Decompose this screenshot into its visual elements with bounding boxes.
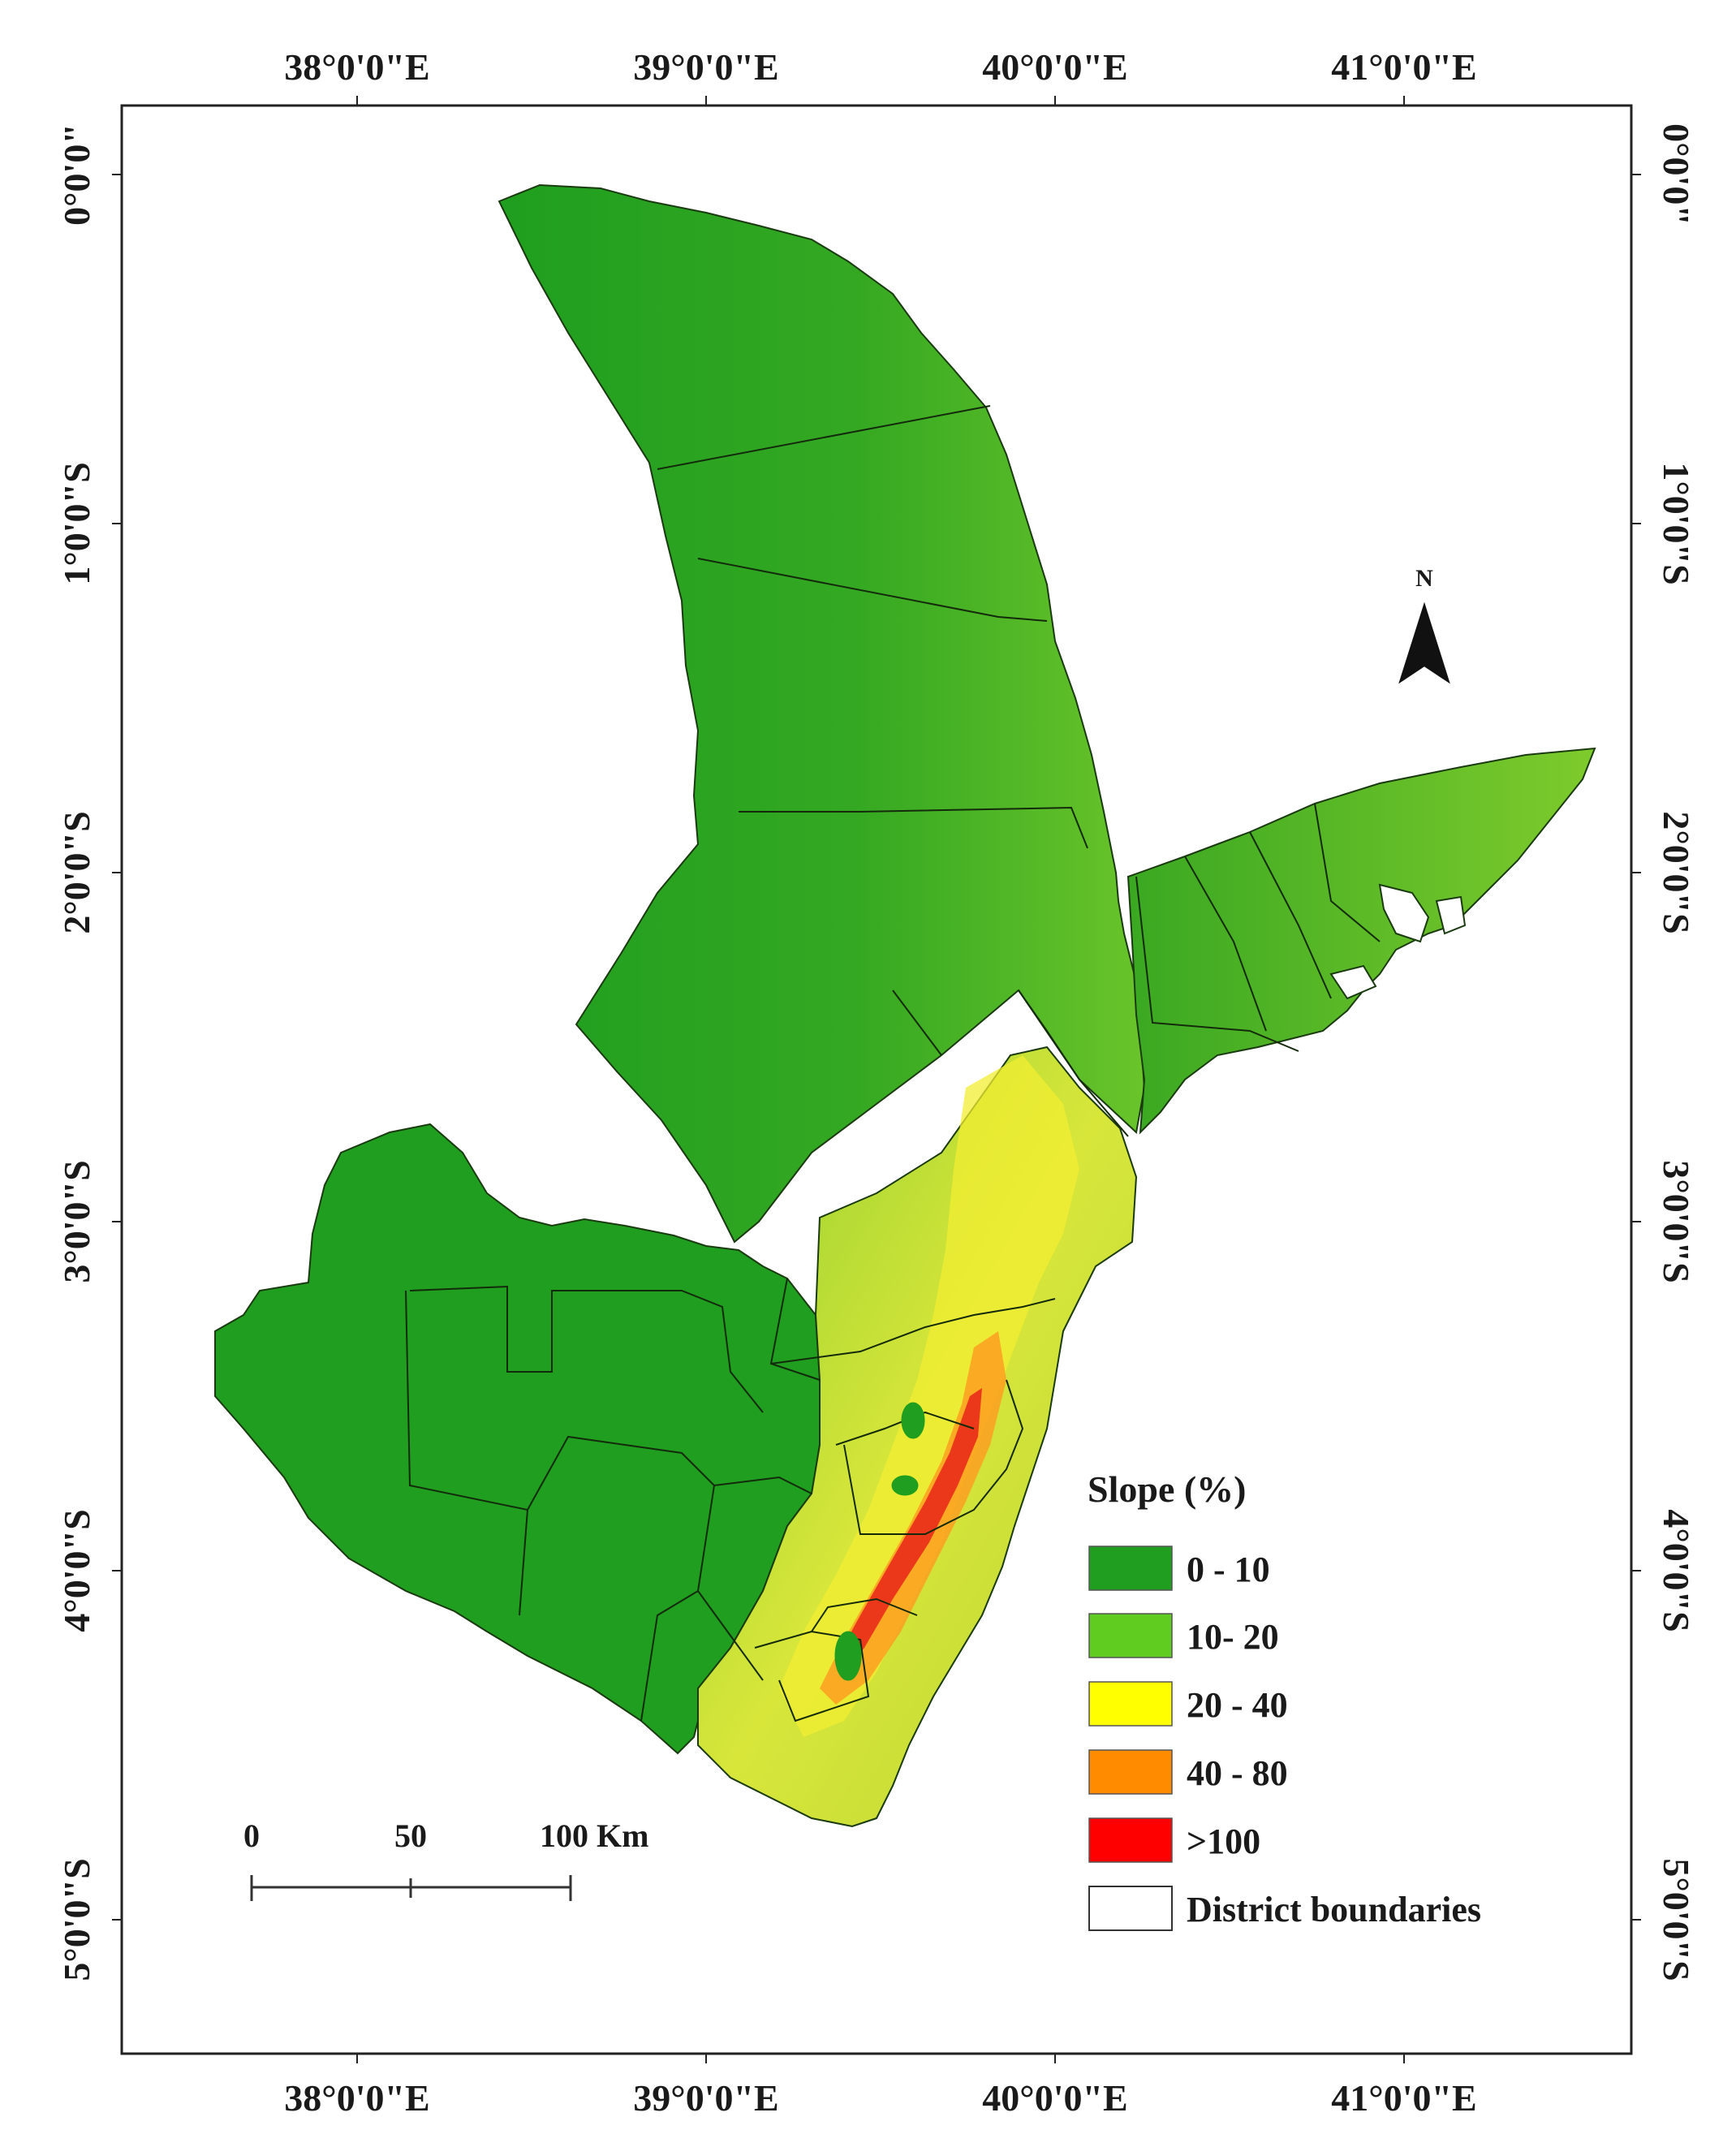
legend-label-4: >100 [1187, 1822, 1260, 1861]
slope-zone-yellow [779, 1055, 1079, 1737]
lat-label-left-2: 2°0'0"S [56, 811, 97, 933]
region-northeast [1126, 747, 1596, 1135]
legend-swatch-4 [1088, 1817, 1173, 1863]
lon-label-top-41: 41°0'0"E [1331, 46, 1476, 88]
legend-label-3: 40 - 80 [1187, 1753, 1288, 1793]
north-arrow-label: N [1415, 565, 1433, 592]
legend-swatch-3 [1088, 1749, 1173, 1795]
lon-label-bottom-38: 38°0'0"E [284, 2077, 429, 2119]
region-north-arc [498, 183, 1146, 1244]
scale-tick-label-0: 0 [243, 1817, 260, 1854]
legend-swatch-1 [1088, 1613, 1173, 1658]
longitude-ticks [356, 96, 1405, 2063]
lat-label-left-4: 4°0'0"S [56, 1509, 97, 1632]
legend-label-5: District boundaries [1187, 1890, 1481, 1929]
north-arrow: N [1398, 565, 1450, 684]
lon-label-top-39: 39°0'0"E [633, 46, 778, 88]
legend-swatch-2 [1088, 1681, 1173, 1727]
scale-tick-label-100: 100 Km [540, 1817, 648, 1854]
district-boundaries [405, 405, 1381, 1722]
legend: Slope (%) 0 - 10 10- 20 20 - 40 40 - 80 … [1088, 1468, 1481, 1931]
legend-swatch-5 [1088, 1886, 1173, 1931]
lon-label-top-38: 38°0'0"E [284, 46, 429, 88]
lat-label-right-5: 5°0'0"S [1656, 1858, 1697, 1981]
legend-swatch-0 [1088, 1546, 1173, 1591]
lat-label-left-0: 0°0'0" [56, 123, 97, 226]
scale-bar: 0 50 100 Km [243, 1817, 648, 1901]
legend-title: Slope (%) [1088, 1468, 1247, 1510]
scale-tick-label-50: 50 [394, 1817, 427, 1854]
lon-label-bottom-40: 40°0'0"E [982, 2077, 1127, 2119]
lat-label-right-0: 0°0'0" [1656, 123, 1697, 226]
lat-label-left-3: 3°0'0"S [56, 1160, 97, 1283]
lat-label-right-4: 4°0'0"S [1656, 1509, 1697, 1632]
legend-label-2: 20 - 40 [1187, 1685, 1288, 1725]
lon-label-bottom-41: 41°0'0"E [1331, 2077, 1476, 2119]
lat-label-right-3: 3°0'0"S [1656, 1160, 1697, 1283]
lake-patches [834, 1402, 925, 1681]
north-arrow-icon [1398, 601, 1450, 684]
lon-label-top-40: 40°0'0"E [982, 46, 1127, 88]
slope-zone-red [836, 1388, 982, 1672]
lon-label-bottom-39: 39°0'0"E [633, 2077, 778, 2119]
latitude-ticks [112, 174, 1641, 1921]
legend-label-1: 10- 20 [1187, 1617, 1279, 1657]
lat-label-right-2: 2°0'0"S [1656, 811, 1697, 933]
legend-label-0: 0 - 10 [1187, 1550, 1270, 1589]
coastline-inlets [1329, 883, 1467, 1000]
lat-label-left-1: 1°0'0"S [56, 462, 97, 584]
lat-label-left-5: 5°0'0"S [56, 1858, 97, 1981]
lat-label-right-1: 1°0'0"S [1656, 462, 1697, 584]
